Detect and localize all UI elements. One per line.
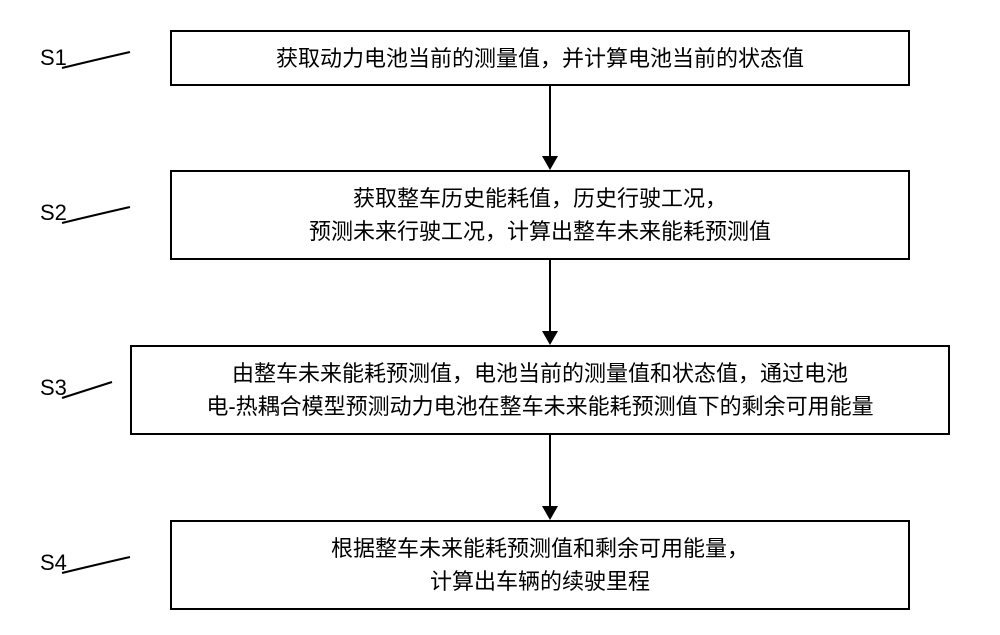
step-text-s1: 获取动力电池当前的测量值，并计算电池当前的状态值 <box>276 42 804 75</box>
step-box-s3: 由整车未来能耗预测值，电池当前的测量值和状态值，通过电池 电-热耦合模型预测动力… <box>130 345 950 435</box>
step-text-s3: 由整车未来能耗预测值，电池当前的测量值和状态值，通过电池 电-热耦合模型预测动力… <box>206 357 873 423</box>
arrow-s3-s4 <box>540 435 560 520</box>
flowchart-container: S1 获取动力电池当前的测量值，并计算电池当前的状态值 S2 获取整车历史能耗值… <box>0 0 1000 635</box>
step-text-s4: 根据整车未来能耗预测值和剩余可用能量， 计算出车辆的续驶里程 <box>331 532 749 598</box>
step-box-s4: 根据整车未来能耗预测值和剩余可用能量， 计算出车辆的续驶里程 <box>170 520 910 610</box>
step-text-s2: 获取整车历史能耗值，历史行驶工况， 预测未来行驶工况，计算出整车未来能耗预测值 <box>309 182 771 248</box>
arrow-s1-s2 <box>540 86 560 170</box>
connector-curve-s3 <box>60 375 115 405</box>
connector-curve-s1 <box>60 45 135 75</box>
step-box-s2: 获取整车历史能耗值，历史行驶工况， 预测未来行驶工况，计算出整车未来能耗预测值 <box>170 170 910 260</box>
connector-curve-s4 <box>60 550 135 580</box>
arrow-s2-s3 <box>540 260 560 345</box>
connector-curve-s2 <box>60 200 135 230</box>
step-box-s1: 获取动力电池当前的测量值，并计算电池当前的状态值 <box>170 30 910 86</box>
